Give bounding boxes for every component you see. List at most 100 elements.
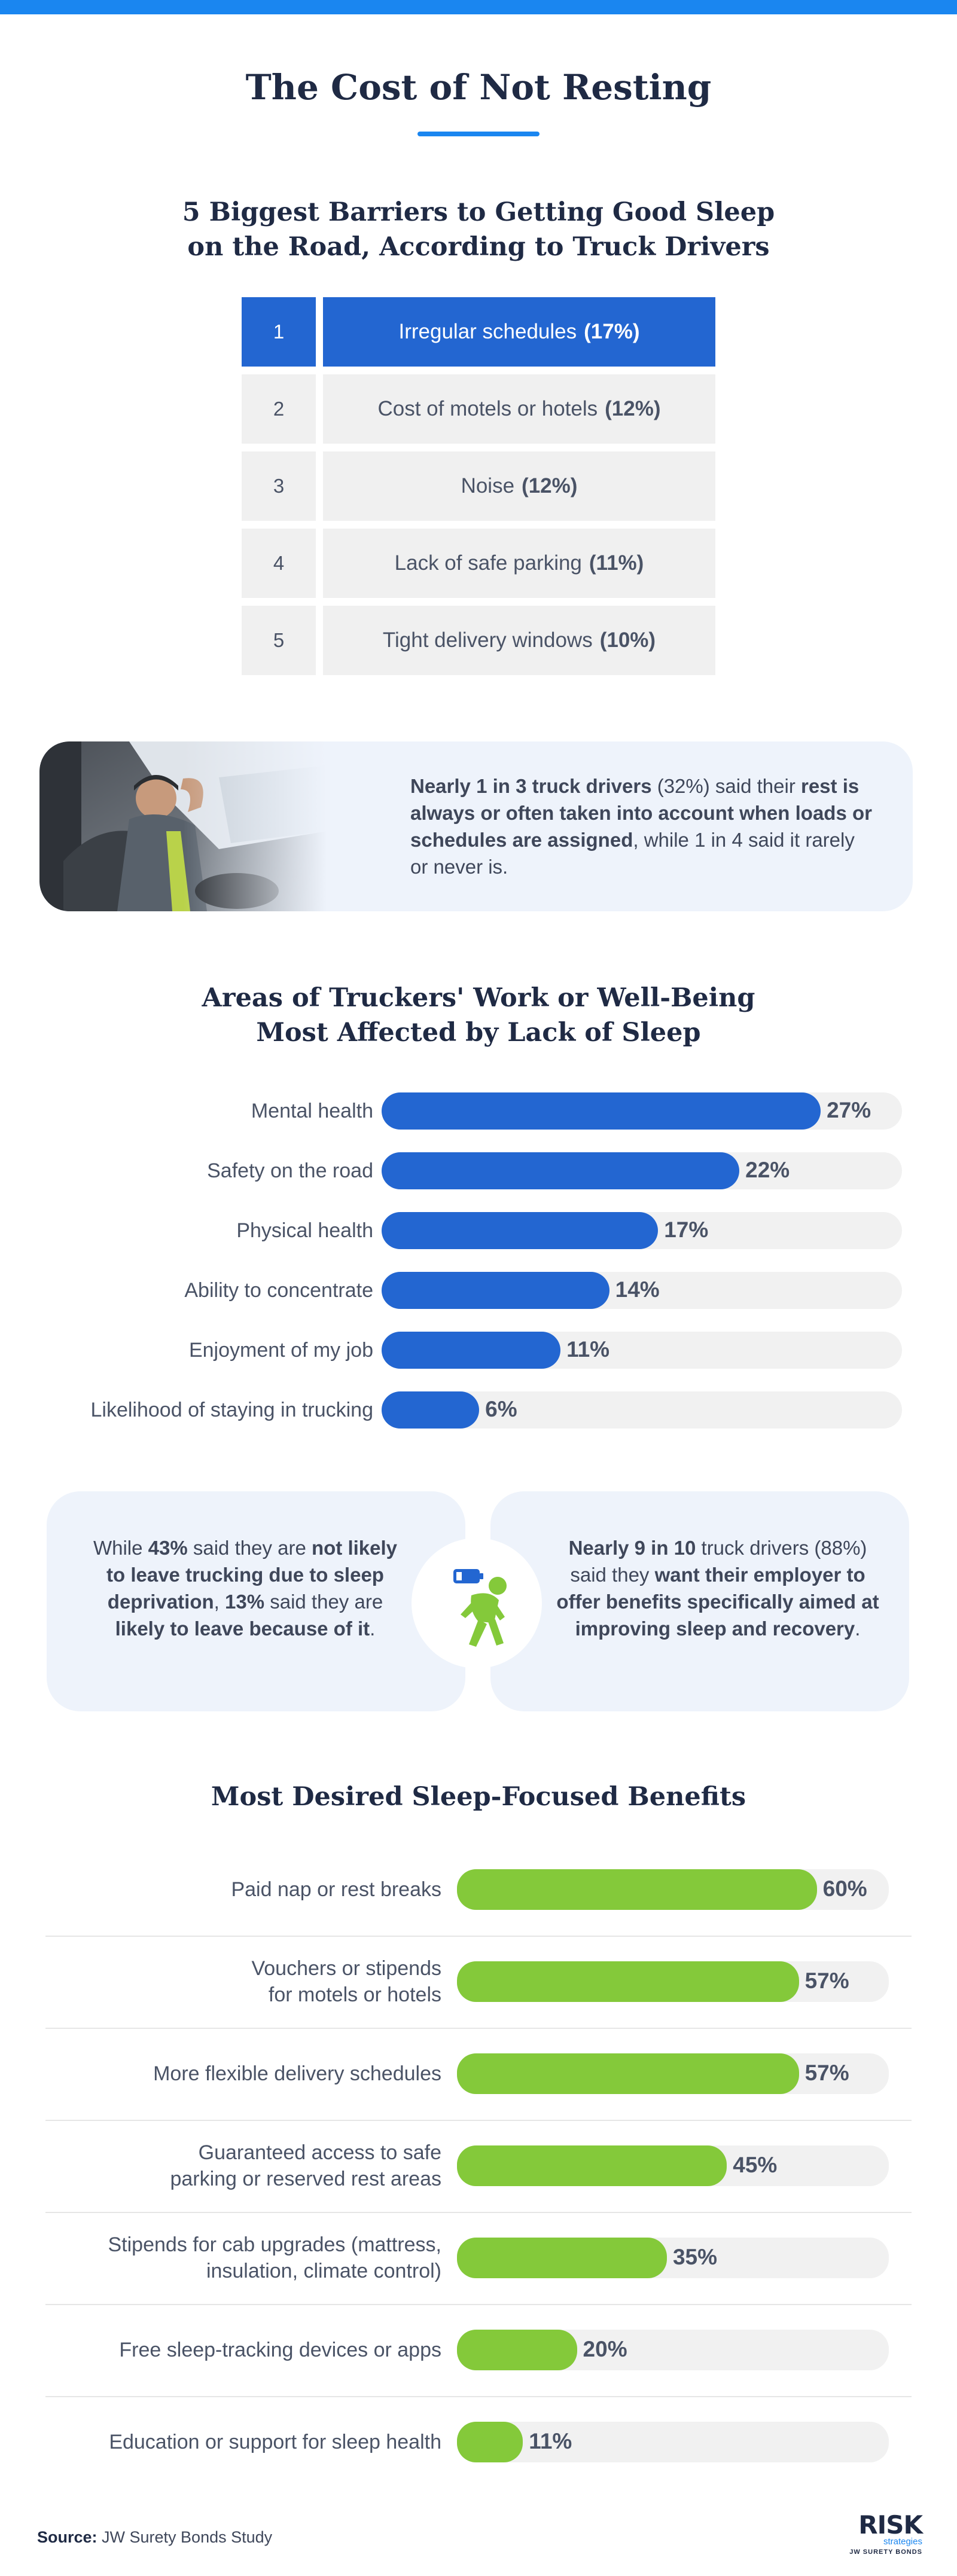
bar-label: Education or support for sleep health <box>0 2429 441 2455</box>
leave-text-plain: While <box>93 1537 148 1559</box>
bar-label-line: Stipends for cab upgrades (mattress, <box>108 2233 442 2256</box>
tired-person-low-battery-icon <box>453 1569 507 1647</box>
bar-label-line: Ability to concentrate <box>184 1279 373 1302</box>
row-divider <box>45 2120 912 2121</box>
rest-callout-bold: Nearly 1 in 3 truck drivers <box>410 775 652 797</box>
rest-callout-plain: , while 1 in 4 said it rarely or never i… <box>410 829 855 878</box>
bar-value-label: 60% <box>822 1876 867 1901</box>
bar-label: Vouchers or stipends for motels or hotels <box>0 1955 441 2008</box>
bar-label: Free sleep-tracking devices or apps <box>0 2337 441 2363</box>
areas-title-line2: Most Affected by Lack of Sleep <box>256 1018 701 1048</box>
bar <box>457 1869 817 1910</box>
leave-text-plain: said they are <box>187 1537 312 1559</box>
bar <box>382 1212 659 1249</box>
bar-value-label: 57% <box>804 2061 849 2085</box>
leave-text-bold: 43% <box>148 1537 188 1559</box>
barrier-rank: 1 <box>242 297 316 367</box>
bar-label: More flexible delivery schedules <box>0 2061 441 2087</box>
logo-main: RISK <box>858 2510 923 2540</box>
page-title: The Cost of Not Resting <box>245 67 712 108</box>
bar-label-line: parking or reserved rest areas <box>170 2168 441 2190</box>
barrier-label-cell: Noise (12%) <box>323 451 715 521</box>
bar-value-label: 27% <box>827 1098 871 1122</box>
bar <box>457 2422 523 2462</box>
rest-callout: Nearly 1 in 3 truck drivers (32%) said t… <box>39 741 913 911</box>
barrier-label: Cost of motels or hotels <box>377 397 598 420</box>
logo-tag: JW SURETY BONDS <box>849 2548 922 2556</box>
rest-callout-text: Nearly 1 in 3 truck drivers (32%) said t… <box>410 773 877 880</box>
barrier-label: Tight delivery windows <box>382 628 593 652</box>
barrier-label: Lack of safe parking <box>394 551 582 575</box>
barrier-value: (10%) <box>599 628 656 652</box>
bar <box>382 1092 821 1130</box>
barrier-label: Irregular schedules <box>398 320 577 343</box>
bar-label-line: Likelihood of staying in trucking <box>90 1399 374 1421</box>
source-label: Source: <box>37 2528 97 2546</box>
resting-driver-photo <box>39 741 327 911</box>
benefits-text-plain: truck drivers (88%) said they <box>570 1537 867 1586</box>
bar <box>457 2238 667 2278</box>
bar-label: Ability to concentrate <box>0 1278 373 1303</box>
leave-text-bold: likely to leave because of it <box>115 1617 370 1640</box>
bar-label: Mental health <box>0 1098 373 1124</box>
leave-text-plain: said they are <box>264 1591 383 1613</box>
leave-text-bold: not likely to leave trucking due to slee… <box>106 1537 398 1613</box>
areas-title: Areas of Truckers' Work or Well-Being Mo… <box>0 981 957 1050</box>
leave-text-plain: , <box>214 1591 225 1613</box>
barrier-rank: 4 <box>242 529 316 598</box>
bar <box>382 1272 609 1309</box>
barrier-rank: 3 <box>242 451 316 521</box>
tired-person-circle <box>412 1538 542 1668</box>
barrier-value: (17%) <box>584 320 640 343</box>
barrier-value: (11%) <box>589 551 644 575</box>
bar-track <box>457 2422 889 2462</box>
bar-value-label: 22% <box>745 1158 790 1182</box>
bar-label-line: Paid nap or rest breaks <box>231 1878 441 1901</box>
rest-callout-bold: rest is always or often taken into accou… <box>410 775 872 851</box>
barrier-label-cell: Lack of safe parking (11%) <box>323 529 715 598</box>
bar-value-label: 14% <box>615 1277 660 1302</box>
leave-text-bold: 13% <box>225 1591 265 1613</box>
bar-label-line: Education or support for sleep health <box>109 2431 441 2453</box>
bar-label-line: for motels or hotels <box>268 1983 441 2006</box>
title-underline <box>417 132 540 136</box>
bar-value-label: 20% <box>583 2337 627 2361</box>
row-divider <box>45 2304 912 2305</box>
areas-title-line1: Areas of Truckers' Work or Well-Being <box>202 983 755 1013</box>
bar <box>457 2053 799 2094</box>
barriers-title-line1: 5 Biggest Barriers to Getting Good Sleep <box>182 197 775 227</box>
source-note: Source: JW Surety Bonds Study <box>37 2528 272 2547</box>
top-accent-bar <box>0 0 957 14</box>
barrier-rank: 2 <box>242 374 316 444</box>
row-divider <box>45 2212 912 2213</box>
bar-label: Guaranteed access to safe parking or rese… <box>0 2139 441 2192</box>
bar-label-line: insulation, climate control) <box>206 2260 441 2282</box>
benefits-text-plain: . <box>855 1617 861 1640</box>
bar-label-line: Safety on the road <box>207 1159 373 1182</box>
barrier-label-cell: Irregular schedules (17%) <box>323 297 715 367</box>
row-divider <box>45 2396 912 2397</box>
bar <box>457 2145 727 2186</box>
bar <box>457 2330 577 2370</box>
bar-label: Physical health <box>0 1218 373 1243</box>
barrier-value: (12%) <box>605 397 661 420</box>
bar <box>382 1332 561 1369</box>
row-divider <box>45 1936 912 1937</box>
barrier-label: Noise <box>461 474 515 498</box>
benefits-text-bold: want their employer to offer benefits sp… <box>556 1564 879 1640</box>
logo-sub: strategies <box>883 2537 922 2547</box>
bar-value-label: 17% <box>664 1217 709 1242</box>
risk-strategies-logo: RISK strategies JW SURETY BONDS <box>839 2510 923 2560</box>
bar-label-line: Guaranteed access to safe <box>198 2141 441 2164</box>
bar-value-label: 11% <box>566 1337 610 1362</box>
bar-label: Likelihood of staying in trucking <box>0 1397 374 1423</box>
bar-label-line: Free sleep-tracking devices or apps <box>119 2339 441 2361</box>
bar-value-label: 57% <box>804 1968 849 1993</box>
barrier-value: (12%) <box>522 474 578 498</box>
benefits-text-bold: Nearly 9 in 10 <box>568 1537 696 1559</box>
bar-label-line: More flexible delivery schedules <box>153 2062 441 2085</box>
bar-value-label: 6% <box>485 1397 517 1421</box>
bar-label-line: Vouchers or stipends <box>251 1957 441 1980</box>
employer-benefits-text: Nearly 9 in 10 truck drivers (88%) said … <box>550 1534 885 1642</box>
bar <box>382 1391 480 1429</box>
